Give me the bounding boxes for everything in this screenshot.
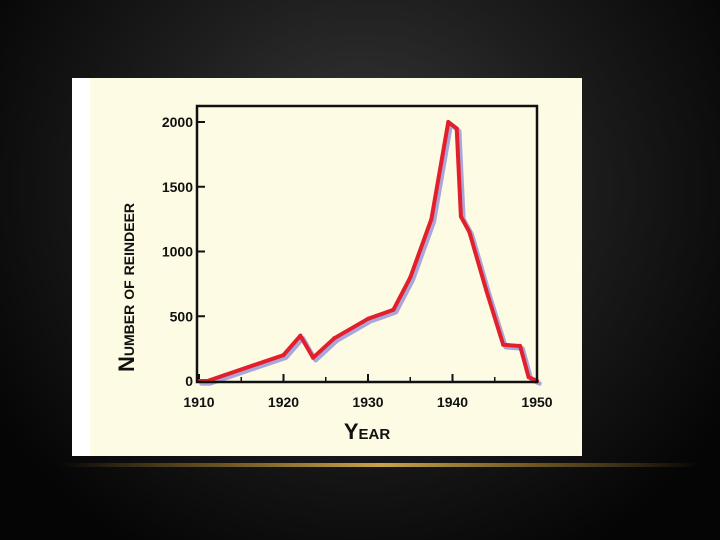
x-tick-label: 1930 bbox=[352, 394, 383, 410]
data-point bbox=[408, 275, 413, 280]
data-point bbox=[429, 217, 434, 222]
x-axis-title: YEAR bbox=[344, 419, 391, 444]
data-point bbox=[281, 353, 286, 358]
x-tick-label: 1920 bbox=[268, 394, 299, 410]
y-axis-title-umber: UMBER bbox=[121, 305, 137, 356]
data-point bbox=[467, 230, 472, 235]
y-tick-label: 0 bbox=[185, 373, 193, 389]
data-point bbox=[454, 126, 459, 131]
x-tick-label: 1950 bbox=[521, 394, 552, 410]
chart-background bbox=[90, 78, 582, 456]
y-axis-title-r: R bbox=[121, 265, 137, 275]
data-point bbox=[366, 316, 370, 321]
x-tick-label: 1940 bbox=[437, 394, 468, 410]
chart-image-panel: 0 500 1000 1500 2000 1910 1920 1930 1940 1950 NUM… bbox=[72, 78, 582, 456]
y-tick-label: 1500 bbox=[162, 179, 193, 195]
y-tick-label: 2000 bbox=[162, 114, 193, 130]
reindeer-population-chart: 0 500 1000 1500 2000 1910 1920 1930 1940 1950 NUM… bbox=[90, 78, 582, 456]
y-axis-title-of: OF bbox=[121, 280, 137, 300]
y-tick-label: 1000 bbox=[162, 244, 193, 260]
y-axis-title: NUMBER OF REINDEER bbox=[114, 203, 139, 372]
y-axis-title-eindeer: EINDEER bbox=[121, 203, 137, 265]
data-point bbox=[332, 336, 337, 341]
y-axis-title-n: N bbox=[114, 356, 139, 372]
data-point bbox=[391, 307, 396, 312]
x-axis-title-y: Y bbox=[344, 419, 359, 444]
data-point bbox=[526, 375, 531, 380]
x-tick-label: 1910 bbox=[183, 394, 214, 410]
data-point bbox=[446, 120, 451, 124]
data-point bbox=[501, 342, 506, 347]
data-point bbox=[518, 344, 523, 349]
data-point bbox=[458, 214, 463, 219]
slide-divider-line bbox=[60, 463, 700, 467]
plot-frame bbox=[195, 104, 539, 384]
x-axis-title-ear: EAR bbox=[359, 426, 391, 443]
data-point bbox=[298, 333, 303, 338]
data-point bbox=[311, 355, 316, 360]
y-tick-label: 500 bbox=[170, 308, 194, 324]
data-point bbox=[484, 288, 489, 293]
